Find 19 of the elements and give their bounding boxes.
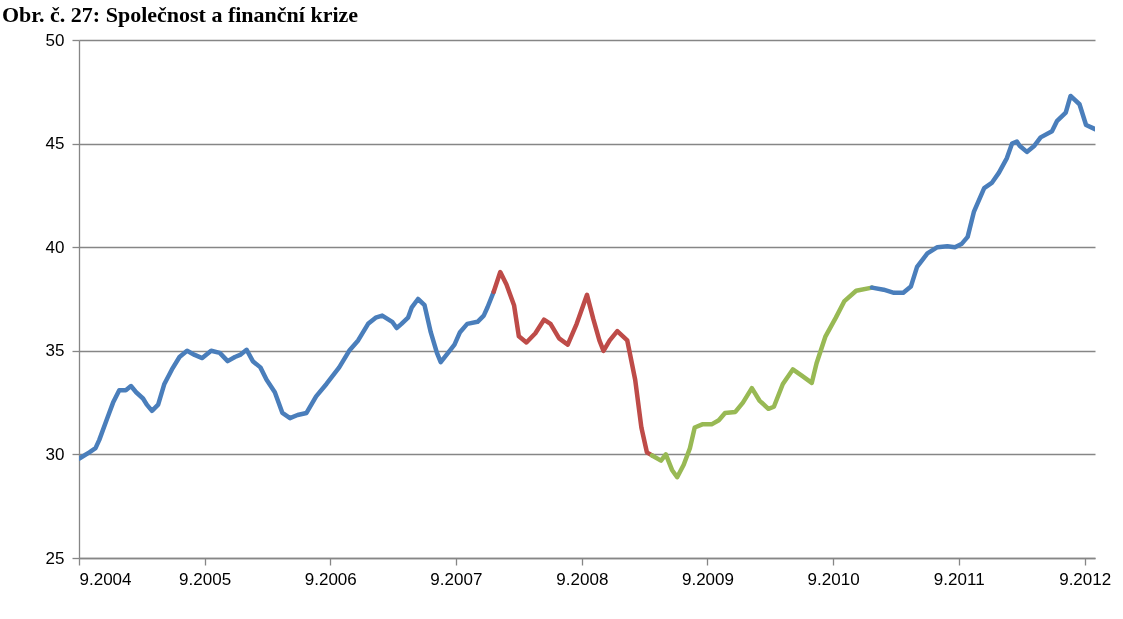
x-tick-label: 9.2010 xyxy=(807,569,860,589)
y-tick-label: 50 xyxy=(45,30,65,50)
x-tick-label: 9.2009 xyxy=(681,569,734,589)
y-tick-label: 40 xyxy=(45,237,65,257)
y-tick-label: 35 xyxy=(45,341,65,361)
y-tick-label: 30 xyxy=(45,444,65,464)
x-tick-label: 9.2004 xyxy=(79,569,132,589)
x-tick-label: 9.2008 xyxy=(556,569,609,589)
line-series xyxy=(491,269,655,458)
x-tick-label: 9.2006 xyxy=(304,569,357,589)
x-tick-label: 9.2012 xyxy=(1059,569,1112,589)
x-tick-label: 9.2007 xyxy=(430,569,483,589)
x-tick-label: 9.2011 xyxy=(933,569,985,589)
chart-title: Obr. č. 27: Společnost a finanční krize xyxy=(2,2,359,28)
y-tick-label: 25 xyxy=(45,548,65,568)
line-series xyxy=(79,289,496,461)
line-series xyxy=(869,93,1095,296)
x-tick-label: 9.2005 xyxy=(179,569,232,589)
y-tick-label: 45 xyxy=(45,134,65,154)
